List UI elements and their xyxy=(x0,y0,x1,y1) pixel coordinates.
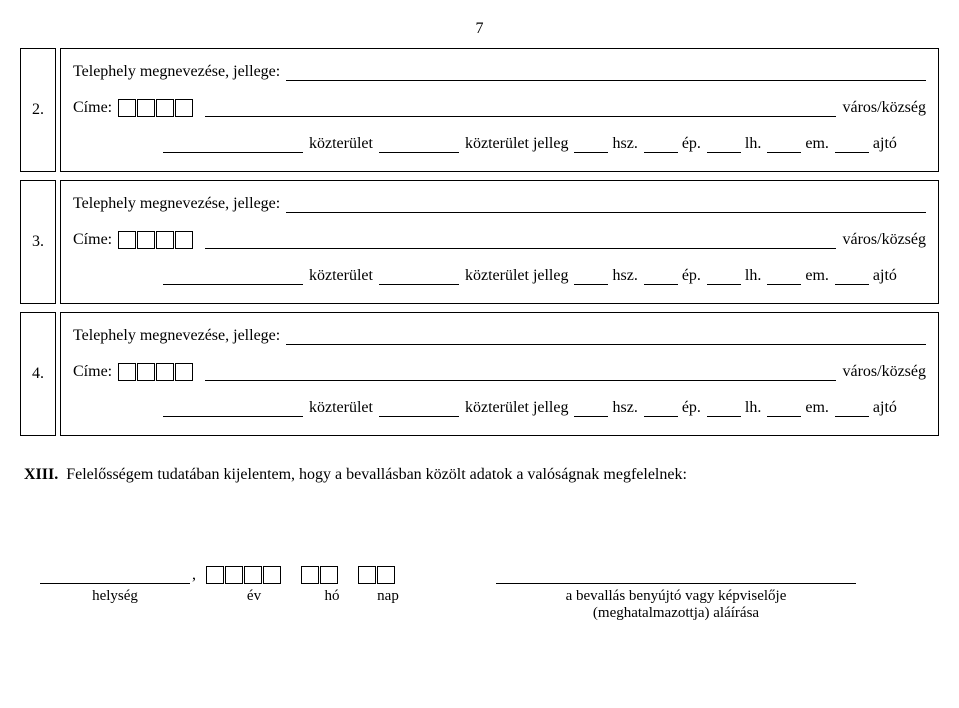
block-content: Telephely megnevezése, jellege: Címe: vá… xyxy=(60,180,939,304)
signature-area: , helység év hó nap a bevallás xyxy=(20,564,939,622)
field-ajto[interactable] xyxy=(835,267,869,285)
label-lh: lh. xyxy=(745,399,761,417)
label-ajto: ajtó xyxy=(873,267,897,285)
day-boxes[interactable] xyxy=(358,566,395,584)
month-boxes[interactable] xyxy=(301,566,338,584)
label-ep: ép. xyxy=(682,399,701,417)
field-ajto[interactable] xyxy=(835,135,869,153)
block-row: 4. Telephely megnevezése, jellege: Címe:… xyxy=(20,312,939,436)
field-telephely[interactable] xyxy=(286,195,926,213)
field-kozterulet-jelleg[interactable] xyxy=(379,399,459,417)
label-cime: Címe: xyxy=(73,231,112,249)
field-em[interactable] xyxy=(767,267,801,285)
postal-code-boxes[interactable] xyxy=(118,231,193,249)
field-kozterulet-jelleg[interactable] xyxy=(379,267,459,285)
block-row: 2. Telephely megnevezése, jellege: Címe:… xyxy=(20,48,939,172)
label-hsz: hsz. xyxy=(612,399,637,417)
label-ho: hó xyxy=(304,588,360,605)
label-helyseg: helység xyxy=(40,588,190,605)
signature-caption-1: a bevallás benyújtó vagy képviselője xyxy=(496,588,856,605)
field-city[interactable] xyxy=(205,363,836,381)
field-ep[interactable] xyxy=(644,135,678,153)
label-ep: ép. xyxy=(682,135,701,153)
field-place[interactable] xyxy=(40,564,190,584)
signature-caption-2: (meghatalmazottja) aláírása xyxy=(496,605,856,622)
label-ep: ép. xyxy=(682,267,701,285)
label-kozterulet: közterület xyxy=(309,399,373,417)
field-signature[interactable] xyxy=(496,564,856,584)
field-hsz[interactable] xyxy=(574,399,608,417)
label-kozterulet-jelleg: közterület jelleg xyxy=(465,135,569,153)
label-ajto: ajtó xyxy=(873,135,897,153)
label-telephely: Telephely megnevezése, jellege: xyxy=(73,327,280,345)
block-content: Telephely megnevezése, jellege: Címe: vá… xyxy=(60,48,939,172)
label-em: em. xyxy=(805,267,829,285)
field-telephely[interactable] xyxy=(286,327,926,345)
label-varos: város/község xyxy=(842,231,926,249)
block-number: 4. xyxy=(20,312,56,436)
label-varos: város/község xyxy=(842,363,926,381)
label-cime: Címe: xyxy=(73,363,112,381)
postal-code-boxes[interactable] xyxy=(118,363,193,381)
field-kozterulet-jelleg[interactable] xyxy=(379,135,459,153)
field-hsz[interactable] xyxy=(574,267,608,285)
block-number: 3. xyxy=(20,180,56,304)
block-number: 2. xyxy=(20,48,56,172)
label-hsz: hsz. xyxy=(612,267,637,285)
label-lh: lh. xyxy=(745,135,761,153)
field-city[interactable] xyxy=(205,231,836,249)
field-ajto[interactable] xyxy=(835,399,869,417)
label-varos: város/község xyxy=(842,99,926,117)
block-row: 3. Telephely megnevezése, jellege: Címe:… xyxy=(20,180,939,304)
field-telephely[interactable] xyxy=(286,63,926,81)
label-kozterulet: közterület xyxy=(309,135,373,153)
page-number: 7 xyxy=(20,20,939,38)
label-kozterulet: közterület xyxy=(309,267,373,285)
year-boxes[interactable] xyxy=(206,566,281,584)
section-xiii: XIII. Felelősségem tudatában kijelentem,… xyxy=(20,466,939,484)
label-em: em. xyxy=(805,399,829,417)
comma: , xyxy=(192,566,196,584)
label-kozterulet-jelleg: közterület jelleg xyxy=(465,267,569,285)
field-hsz[interactable] xyxy=(574,135,608,153)
label-nap: nap xyxy=(360,588,416,605)
field-kozterulet[interactable] xyxy=(163,135,303,153)
postal-code-boxes[interactable] xyxy=(118,99,193,117)
label-telephely: Telephely megnevezése, jellege: xyxy=(73,195,280,213)
label-telephely: Telephely megnevezése, jellege: xyxy=(73,63,280,81)
field-ep[interactable] xyxy=(644,267,678,285)
field-lh[interactable] xyxy=(707,267,741,285)
label-ajto: ajtó xyxy=(873,399,897,417)
label-ev: év xyxy=(204,588,304,605)
section-xiii-prefix: XIII. xyxy=(24,466,58,483)
field-kozterulet[interactable] xyxy=(163,399,303,417)
field-ep[interactable] xyxy=(644,399,678,417)
label-em: em. xyxy=(805,135,829,153)
field-kozterulet[interactable] xyxy=(163,267,303,285)
section-xiii-text: Felelősségem tudatában kijelentem, hogy … xyxy=(66,466,687,483)
label-hsz: hsz. xyxy=(612,135,637,153)
label-kozterulet-jelleg: közterület jelleg xyxy=(465,399,569,417)
field-em[interactable] xyxy=(767,135,801,153)
label-lh: lh. xyxy=(745,267,761,285)
field-lh[interactable] xyxy=(707,135,741,153)
block-content: Telephely megnevezése, jellege: Címe: vá… xyxy=(60,312,939,436)
field-lh[interactable] xyxy=(707,399,741,417)
field-city[interactable] xyxy=(205,99,836,117)
label-cime: Címe: xyxy=(73,99,112,117)
field-em[interactable] xyxy=(767,399,801,417)
